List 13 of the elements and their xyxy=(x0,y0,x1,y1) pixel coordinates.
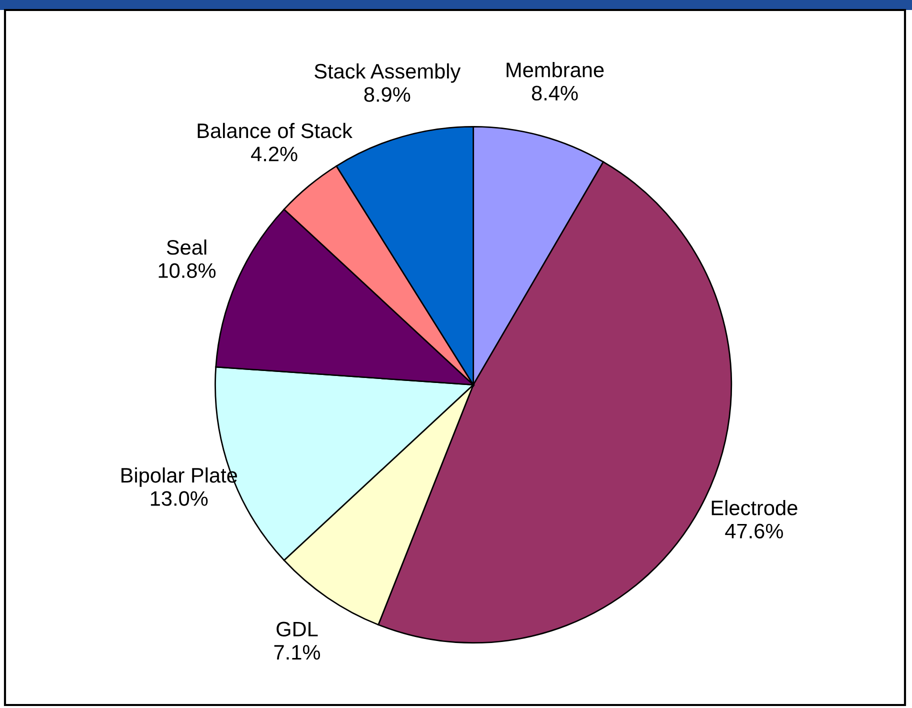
data-label: 47.6% xyxy=(725,524,783,538)
data-label: 13.0% xyxy=(150,491,208,506)
data-label: 4.2% xyxy=(251,146,298,162)
data-label: 8.4% xyxy=(532,86,578,101)
slice-label: Membrane xyxy=(506,62,604,78)
slice-label: GDL xyxy=(276,622,318,637)
slice-label: Seal xyxy=(166,239,206,255)
slice-label: Electrode xyxy=(712,500,798,516)
data-label: 7.1% xyxy=(274,645,320,660)
slice-label: Stack Assembly xyxy=(314,63,461,83)
slice-label: Balance of Stack xyxy=(198,122,352,138)
data-label: 10.8% xyxy=(158,263,216,278)
data-label: 8.9% xyxy=(364,87,410,102)
